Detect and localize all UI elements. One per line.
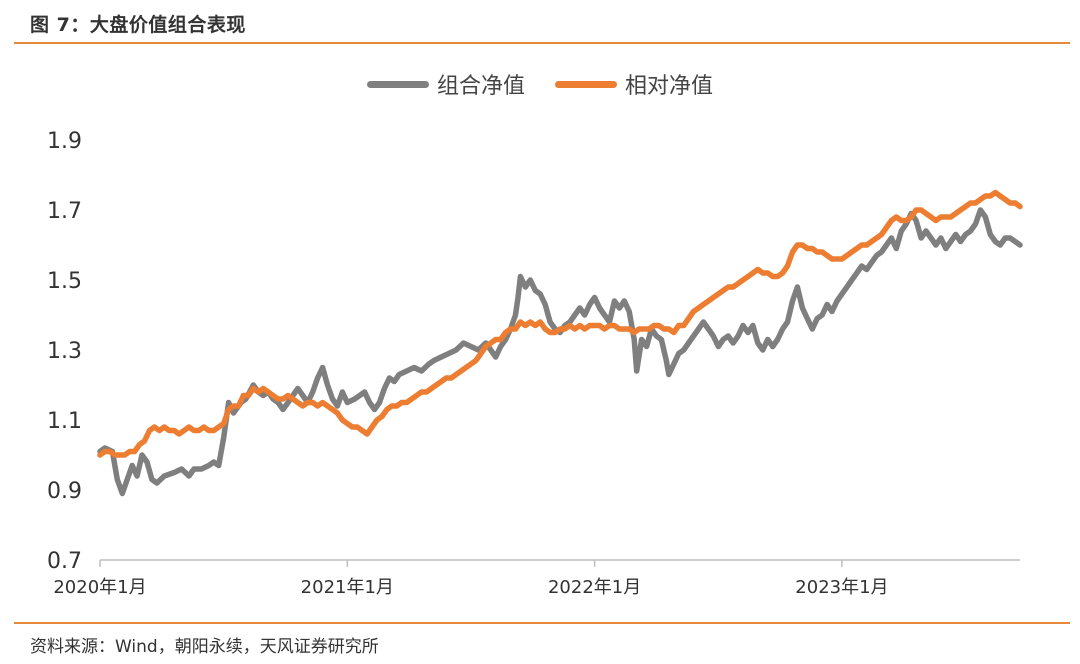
legend-swatch-portfolio — [366, 80, 429, 88]
legend-label-portfolio: 组合净值 — [436, 74, 525, 99]
x-tick-label: 2021年1月 — [301, 577, 394, 598]
y-tick-label: 1.5 — [47, 269, 82, 294]
y-tick-label: 1.3 — [47, 339, 82, 364]
y-tick-label: 0.9 — [47, 479, 82, 504]
source-note: 资料来源：Wind，朝阳永续，天风证券研究所 — [30, 637, 379, 657]
x-tick-label: 2020年1月 — [53, 577, 146, 598]
y-tick-label: 1.9 — [47, 129, 82, 154]
x-axis: 2020年1月 2021年1月 2022年1月 2023年1月 — [53, 559, 1020, 598]
series-layer — [97, 189, 1023, 497]
y-tick-label: 0.7 — [47, 549, 82, 574]
x-tick-label: 2022年1月 — [548, 577, 641, 598]
legend-item-portfolio: 组合净值 — [366, 68, 525, 100]
top-divider — [14, 42, 1070, 44]
y-tick-label: 1.1 — [47, 409, 82, 434]
figure-title: 图 7：大盘价值组合表现 — [30, 14, 246, 36]
chart-legend: 组合净值 相对净值 — [0, 68, 1080, 100]
bottom-divider — [14, 622, 1070, 624]
legend-swatch-relative — [555, 80, 617, 88]
y-axis: 1.9 1.7 1.5 1.3 1.1 0.9 0.7 — [47, 129, 82, 574]
legend-label-relative: 相对净值 — [625, 74, 714, 99]
legend-item-relative: 相对净值 — [555, 68, 713, 100]
series-line-relative — [97, 189, 1023, 458]
x-tick-label: 2023年1月 — [795, 577, 888, 598]
y-tick-label: 1.7 — [47, 199, 82, 224]
series-line-portfolio — [97, 207, 1023, 497]
